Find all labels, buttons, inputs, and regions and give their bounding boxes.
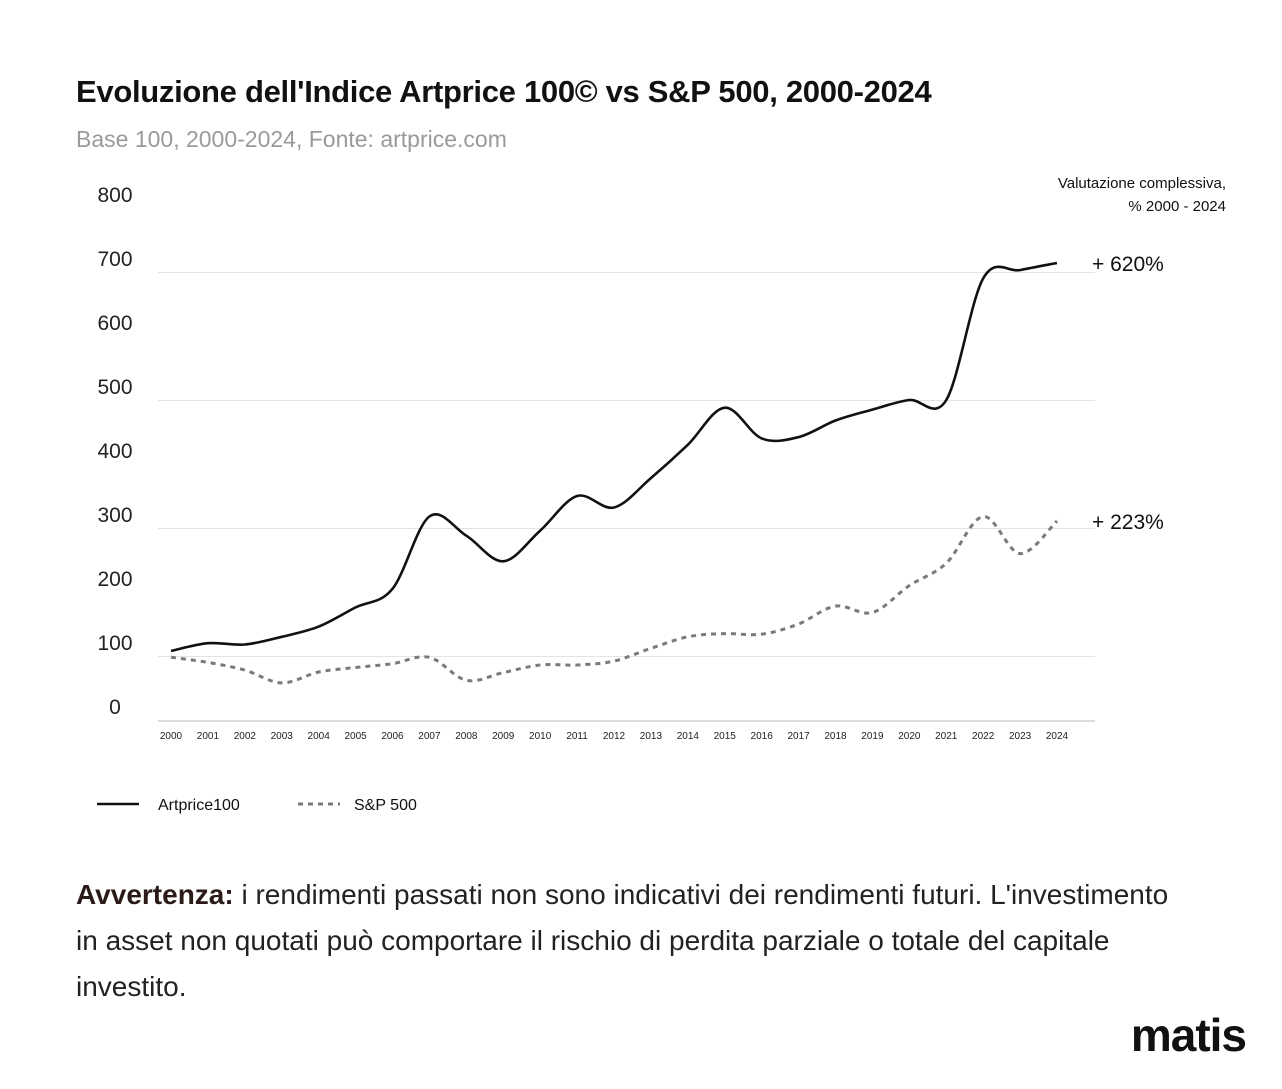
y-tick-label: 300 (97, 504, 132, 527)
y-tick-label: 600 (97, 312, 132, 335)
legend-label-sp500: S&P 500 (354, 797, 417, 814)
y-tick-label: 200 (97, 568, 132, 591)
x-tick-label: 2024 (1046, 731, 1069, 742)
grid-lines (158, 272, 1095, 722)
y-tick-label: 100 (97, 632, 132, 655)
x-tick-label: 2018 (824, 731, 847, 742)
annotation-line-1: Valutazione complessiva, (1058, 175, 1226, 192)
y-tick-label: 800 (97, 184, 132, 207)
x-tick-label: 2017 (787, 731, 810, 742)
x-tick-label: 2001 (197, 731, 220, 742)
x-tick-label: 2021 (935, 731, 958, 742)
legend: Artprice100 S&P 500 (97, 797, 417, 814)
x-tick-label: 2023 (1009, 731, 1032, 742)
x-tick-label: 2005 (344, 731, 367, 742)
x-tick-label: 2010 (529, 731, 552, 742)
legend-label-artprice100: Artprice100 (158, 797, 240, 814)
series-line-sp500 (170, 515, 1059, 685)
disclaimer-bold: Avvertenza: (76, 879, 234, 910)
y-tick-label: 400 (97, 440, 132, 463)
y-axis-ticks: 0 100 200 300 400 500 600 700 800 (97, 184, 132, 719)
x-tick-label: 2022 (972, 731, 995, 742)
x-tick-label: 2020 (898, 731, 921, 742)
disclaimer-text: i rendimenti passati non sono indicativi… (76, 879, 1169, 1002)
x-tick-label: 2006 (381, 731, 404, 742)
x-tick-label: 2002 (234, 731, 257, 742)
y-tick-label: 700 (97, 248, 132, 271)
chart-subtitle: Base 100, 2000-2024, Fonte: artprice.com (76, 126, 507, 152)
x-tick-label: 2004 (308, 731, 331, 742)
end-labels: + 620% + 223% (1092, 253, 1164, 534)
x-tick-label: 2003 (271, 731, 294, 742)
x-tick-label: 2008 (455, 731, 478, 742)
y-tick-label: 0 (109, 696, 121, 719)
x-tick-label: 2009 (492, 731, 515, 742)
x-tick-label: 2011 (566, 731, 588, 742)
brand-logo: matis (1130, 1009, 1247, 1061)
end-label-sp500: + 223% (1092, 511, 1164, 534)
series-line-artprice100 (170, 261, 1058, 653)
y-tick-label: 500 (97, 376, 132, 399)
disclaimer: Avvertenza: i rendimenti passati non son… (76, 872, 1196, 1010)
x-tick-label: 2015 (714, 731, 737, 742)
x-axis-ticks: 2000 2001 2002 2003 2004 2005 2006 2007 2008 2009… (160, 731, 1069, 742)
x-tick-label: 2016 (751, 731, 774, 742)
x-tick-label: 2019 (861, 731, 884, 742)
series-lines (170, 261, 1059, 685)
end-label-artprice100: + 620% (1092, 253, 1164, 276)
x-tick-label: 2013 (640, 731, 663, 742)
x-tick-label: 2007 (418, 731, 441, 742)
x-tick-label: 2012 (603, 731, 626, 742)
x-tick-label: 2000 (160, 731, 183, 742)
x-tick-label: 2014 (677, 731, 700, 742)
annotation-line-2: % 2000 - 2024 (1128, 198, 1226, 215)
chart-title: Evoluzione dell'Indice Artprice 100© vs … (76, 74, 932, 109)
